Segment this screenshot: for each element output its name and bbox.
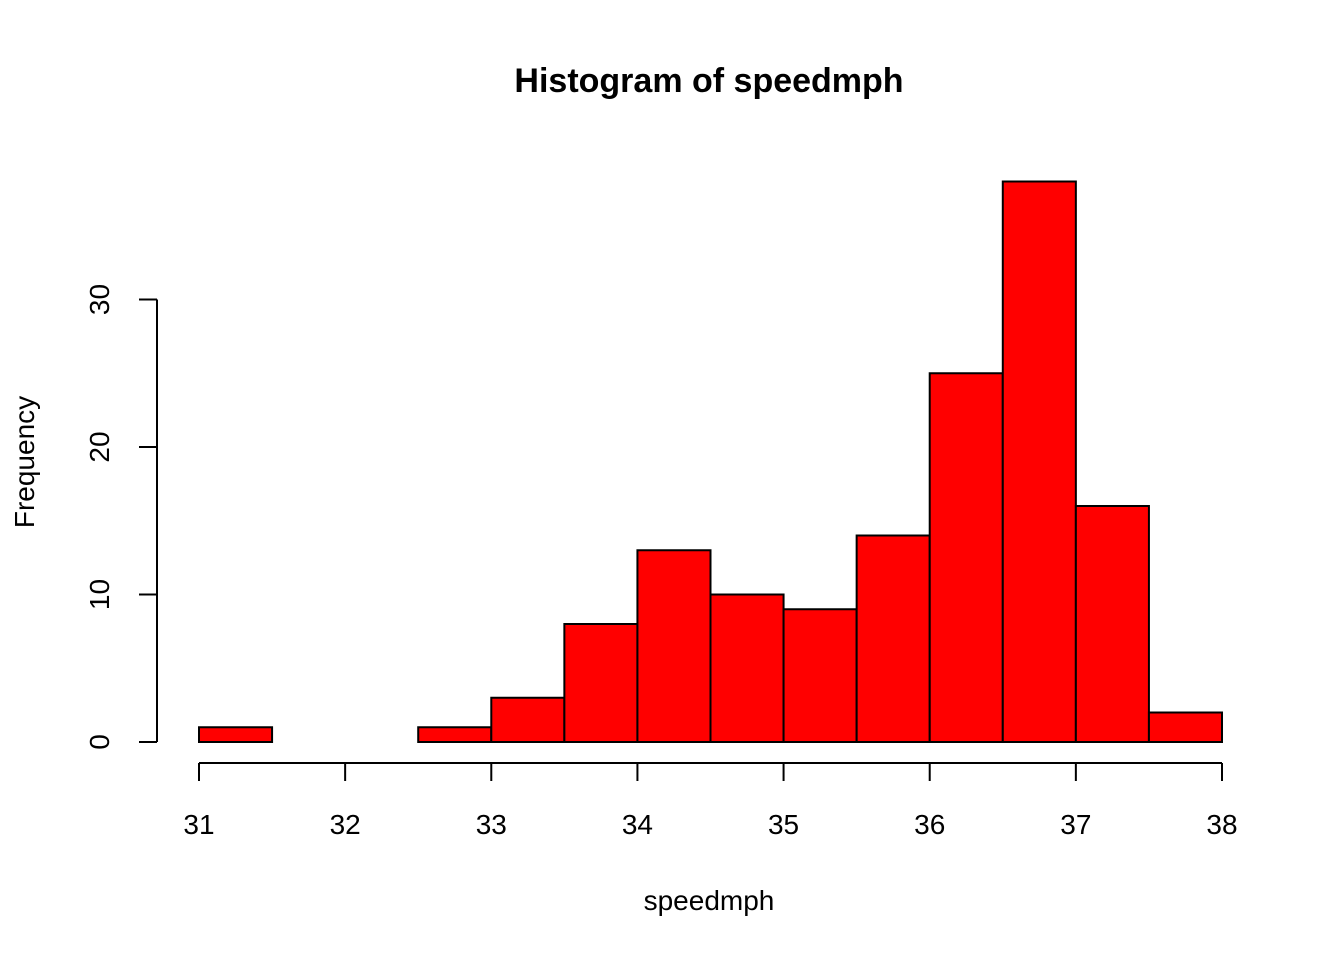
x-tick-label: 33 [476,809,507,840]
x-tick-label: 36 [914,809,945,840]
bars-group [198,180,1224,743]
x-tick-label: 38 [1206,809,1237,840]
histogram-bar [928,372,1004,743]
x-tick-label: 35 [768,809,799,840]
histogram-bar [782,608,858,743]
histogram-bar [490,696,566,743]
histogram-bar [417,726,493,743]
histogram-bar [636,549,712,743]
x-axis: 31 32 33 34 35 36 37 38 [183,762,1238,840]
y-tick-label: 0 [84,734,115,750]
y-tick-label: 30 [84,284,115,315]
chart-title: Histogram of speedmph [514,62,903,100]
histogram-bar [563,623,639,743]
histogram-bar [855,534,931,743]
x-axis-label: speedmph [644,885,775,916]
histogram-bar [709,593,785,743]
x-tick-label: 37 [1060,809,1091,840]
histogram-bar [1074,505,1150,743]
histogram-bar [1147,711,1224,743]
histogram-bar [198,726,274,743]
x-tick-label: 31 [183,809,214,840]
y-tick-label: 10 [84,579,115,610]
y-axis: 0 10 20 30 [84,284,158,750]
y-axis-label: Frequency [9,396,40,528]
x-tick-label: 32 [330,809,361,840]
x-tick-label: 34 [622,809,653,840]
y-tick-label: 20 [84,431,115,462]
histogram-bar [1001,180,1077,743]
